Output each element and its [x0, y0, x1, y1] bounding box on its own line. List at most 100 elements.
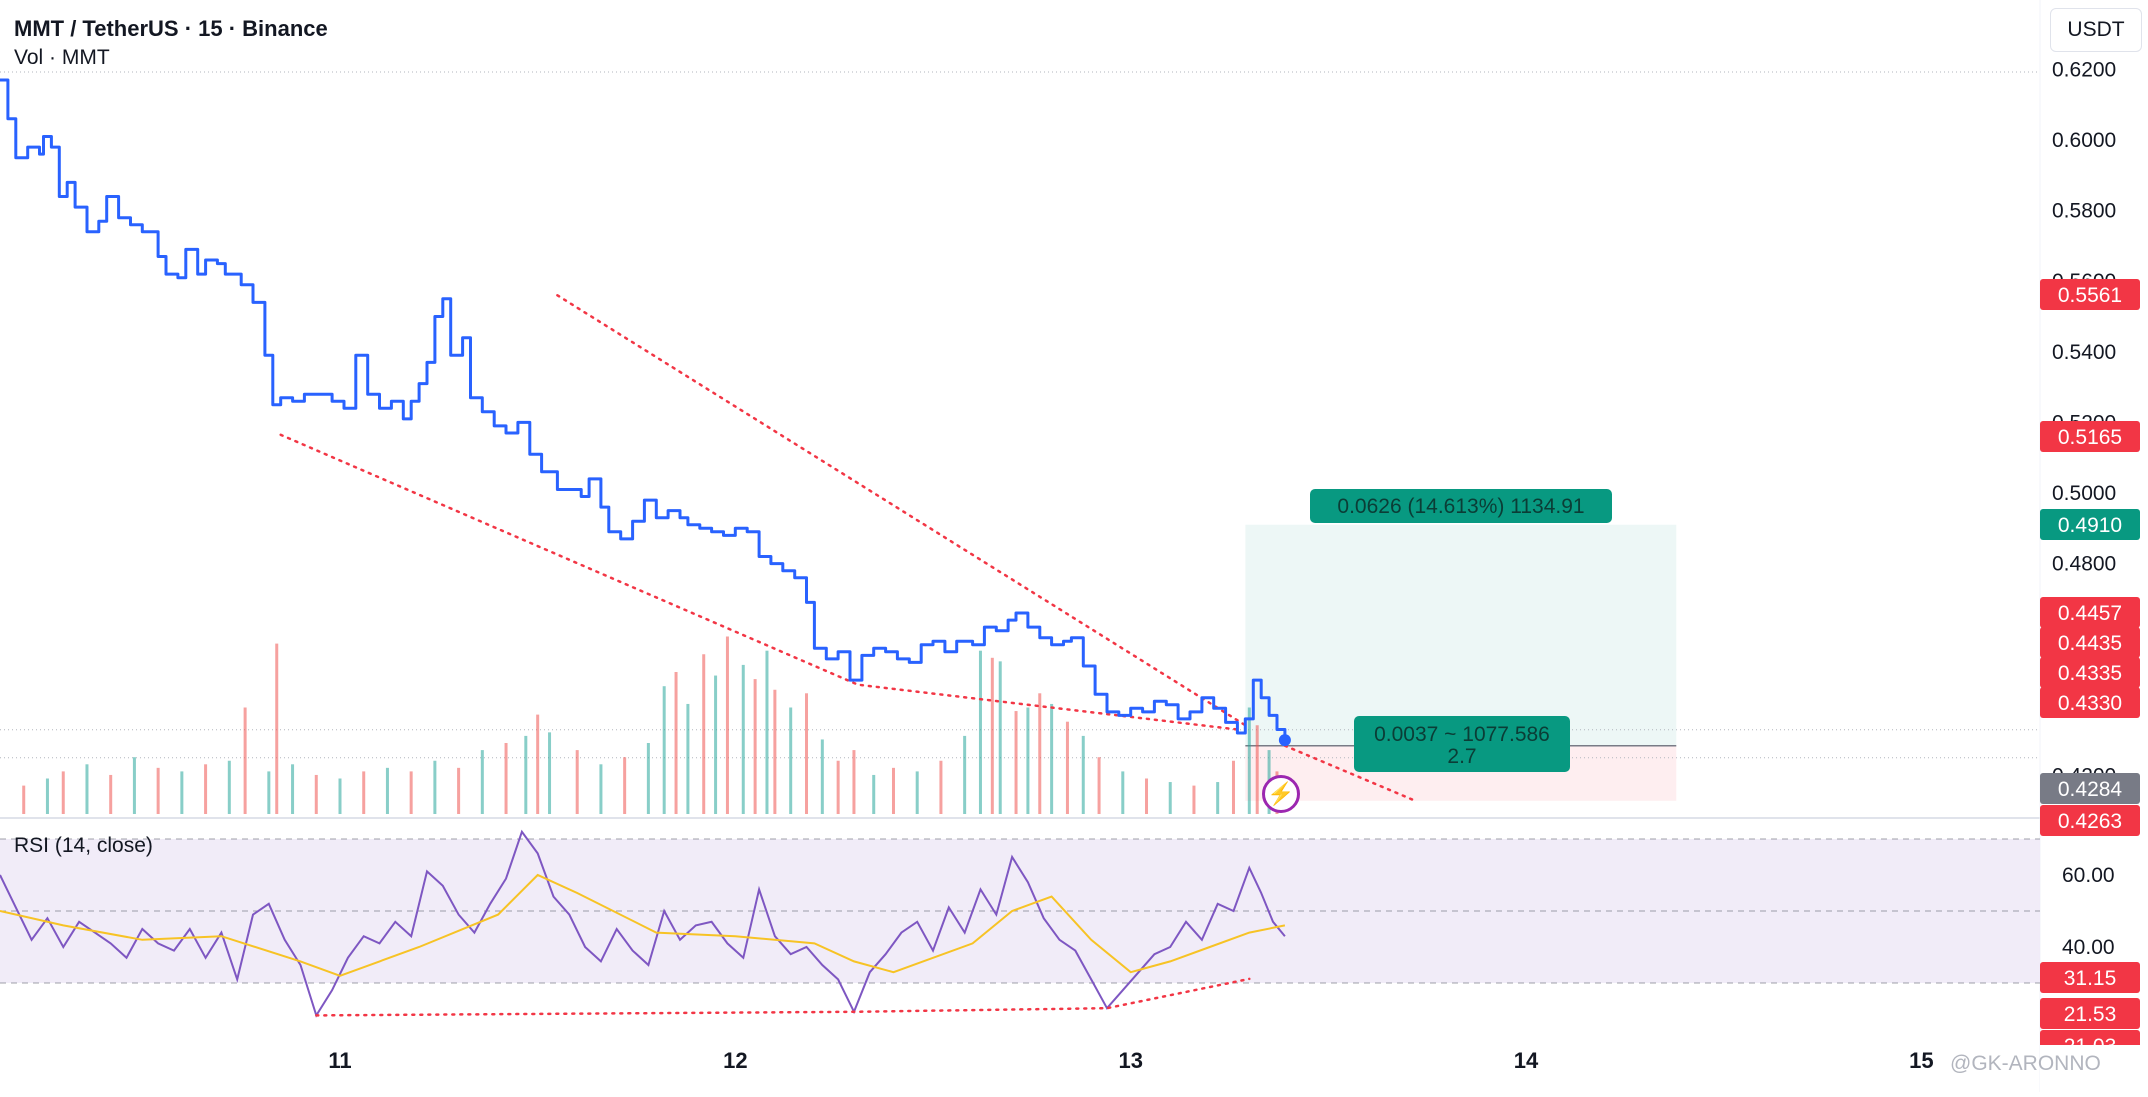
price-series — [0, 78, 1291, 747]
price-point — [920, 644, 922, 646]
price-point — [608, 531, 610, 533]
price-point — [469, 397, 472, 399]
price-point — [216, 263, 218, 265]
volume-bar — [836, 760, 840, 814]
price-point — [185, 248, 187, 250]
price-line — [0, 78, 1287, 741]
price-tag-box — [2040, 279, 2140, 310]
price-tick-label: 0.6000 — [2052, 129, 2116, 152]
price-point — [908, 661, 910, 664]
price-point — [224, 273, 226, 275]
rsi-pane — [0, 829, 2040, 1018]
axes: 0.62000.60000.58000.56000.54000.52000.50… — [328, 58, 2116, 1073]
price-point — [699, 527, 701, 529]
price-point — [74, 206, 76, 208]
volume-bar — [480, 750, 484, 814]
price-point — [165, 273, 167, 275]
price-point — [106, 195, 108, 198]
price-point — [264, 354, 266, 356]
rsi-tag-label: 31.15 — [2064, 967, 2117, 990]
price-point — [849, 679, 851, 681]
position-ratio-label: 2.7 — [1447, 745, 1476, 768]
price-point — [1007, 619, 1009, 621]
volume-bar — [362, 771, 366, 814]
price-point — [442, 298, 444, 300]
volume-bar — [1065, 721, 1069, 814]
price-tag: 0.4284 — [2040, 773, 2140, 804]
rsi-tag: 21.53 — [2040, 998, 2140, 1029]
volume-bar — [978, 650, 982, 814]
axis-mask — [2040, 1045, 2148, 1092]
price-point — [1225, 721, 1227, 724]
price-point — [355, 354, 357, 356]
price-point — [86, 231, 88, 233]
price-point — [873, 647, 875, 649]
price-point — [331, 400, 333, 402]
price-point — [1260, 697, 1262, 699]
price-tag-box — [2040, 421, 2140, 452]
price-point — [711, 531, 713, 533]
price-point — [813, 647, 816, 649]
price-tag: 0.4263 — [2040, 805, 2140, 836]
volume-bar — [1192, 785, 1196, 814]
last-price-dot — [1278, 734, 1291, 747]
price-point — [1189, 711, 1191, 713]
volume-bar — [409, 771, 413, 814]
volume-bar — [891, 767, 895, 814]
price-tag: 0.5561 — [2040, 279, 2140, 310]
price-point — [50, 146, 53, 148]
volume-bar — [338, 778, 342, 814]
price-tags: 0.5561 0.5165 0.4910 0.4457 0.4435 0.4335 0.43… — [2040, 279, 2148, 1092]
time-tick-label: 14 — [1514, 1048, 1539, 1073]
price-point — [280, 397, 282, 399]
price-point — [956, 640, 958, 642]
price-point — [481, 411, 483, 413]
price-point — [1268, 714, 1270, 717]
lightning-icon[interactable]: ⚡ — [1262, 775, 1300, 813]
price-point — [782, 570, 784, 572]
price-point — [426, 361, 428, 363]
price-point — [588, 478, 590, 480]
volume-legend: Vol · MMT — [14, 46, 110, 69]
price-point — [27, 146, 29, 148]
price-tag-label: 0.4457 — [2058, 602, 2122, 625]
watermark: @GK-ARONNO — [1950, 1052, 2101, 1075]
trendline-resistance — [556, 294, 1251, 729]
price-point — [667, 510, 669, 512]
price-point — [1213, 707, 1215, 709]
volume-bar — [623, 757, 627, 814]
price-point — [600, 506, 602, 508]
volume-bar — [275, 643, 279, 814]
volume-bar — [243, 707, 247, 814]
price-point — [367, 393, 369, 395]
volume-bar — [109, 774, 113, 814]
price-point — [983, 626, 986, 628]
price-point — [1130, 707, 1132, 709]
volume-bar — [702, 654, 706, 814]
rsi-legend: RSI (14, close) — [14, 834, 153, 857]
volume-bar — [61, 771, 65, 814]
price-point — [734, 527, 736, 529]
rsi-tag-box — [2040, 962, 2140, 993]
price-point — [944, 651, 946, 653]
price-point — [205, 259, 207, 261]
price-tag-box — [2040, 627, 2140, 658]
price-point — [632, 520, 634, 522]
currency-button[interactable]: USDT — [2050, 8, 2142, 52]
price-point — [529, 453, 531, 455]
volume-bar — [291, 764, 295, 814]
volume-bar — [662, 686, 666, 814]
volume-bar — [1168, 782, 1172, 814]
price-point — [885, 651, 887, 653]
time-tick-label: 12 — [723, 1048, 747, 1073]
volume-bar — [646, 743, 650, 814]
price-point — [118, 217, 120, 219]
price-point — [343, 407, 345, 409]
price-point — [1070, 637, 1072, 639]
volume-bar — [820, 739, 824, 814]
volume-bar — [765, 650, 769, 814]
volume-bar — [204, 764, 208, 814]
price-tag-box — [2040, 597, 2140, 628]
